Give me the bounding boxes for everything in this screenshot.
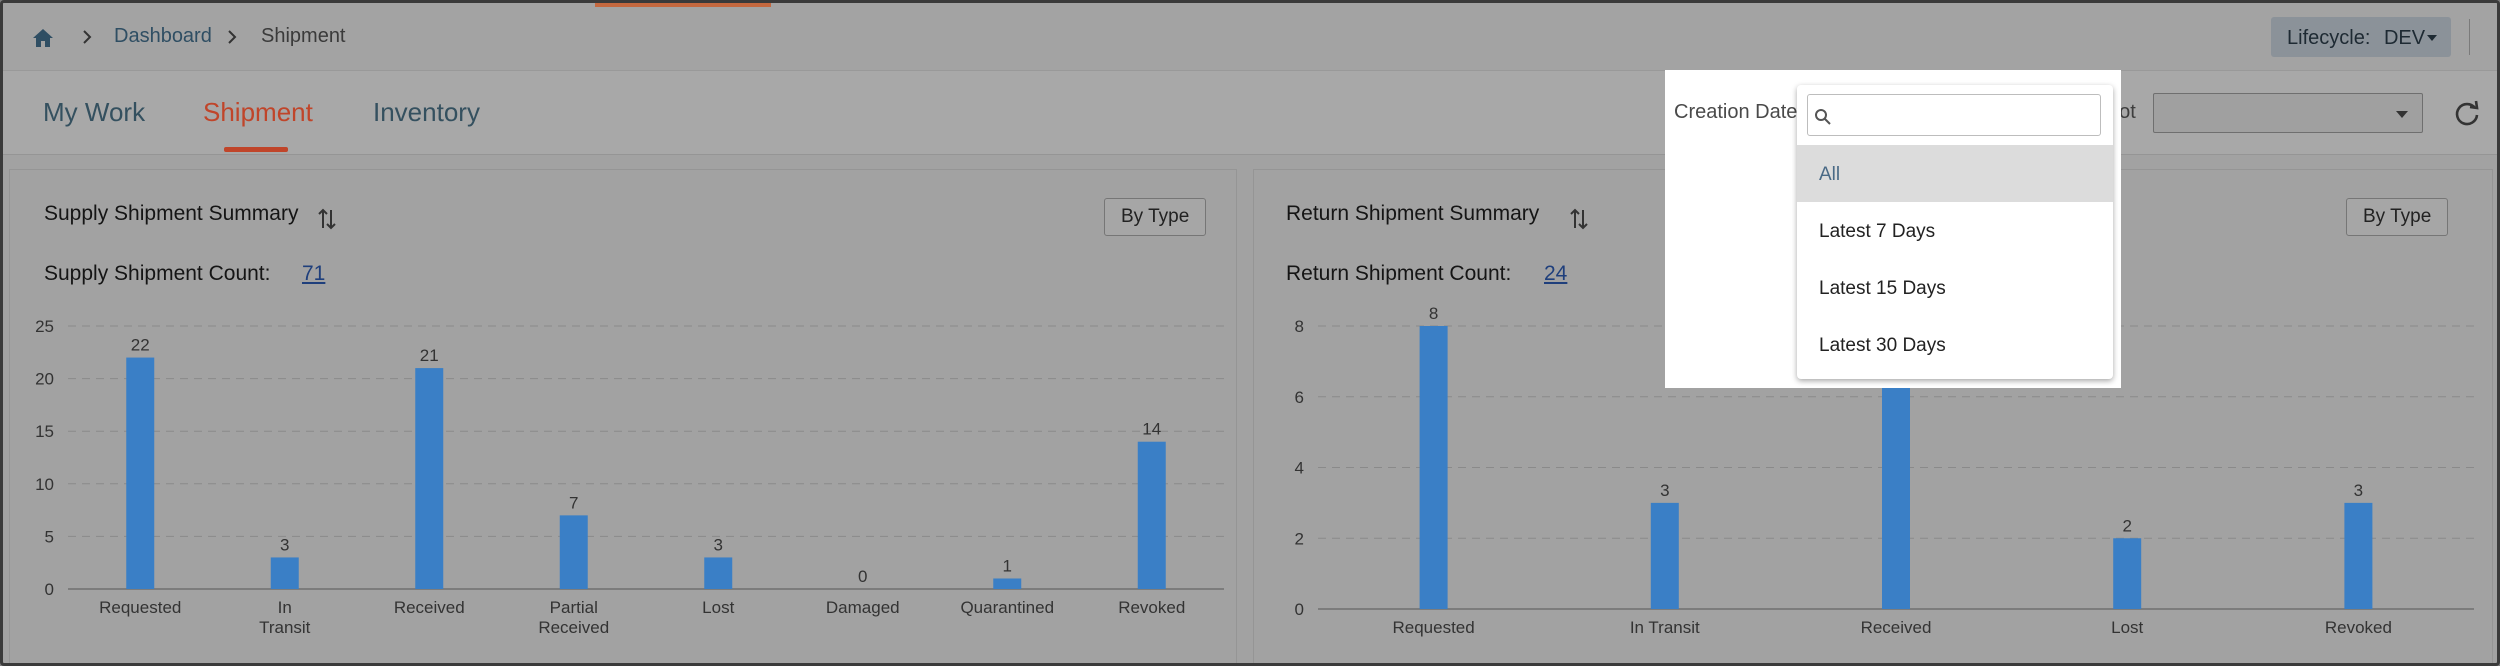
home-icon[interactable]: [31, 27, 55, 49]
chevron-right-icon: [228, 30, 237, 44]
x-tick-label: Damaged: [826, 598, 900, 617]
y-tick-label: 5: [45, 527, 54, 546]
caret-down-icon: [2427, 35, 2437, 41]
creation-date-dropdown: All Latest 7 Days Latest 15 Days Latest …: [1797, 85, 2113, 379]
dropdown-search-input[interactable]: [1836, 99, 2096, 131]
x-tick-label: Received: [394, 598, 465, 617]
y-tick-label: 4: [1295, 459, 1304, 478]
y-tick-label: 15: [35, 422, 54, 441]
lifecycle-selector[interactable]: Lifecycle: DEV: [2271, 17, 2451, 57]
breadcrumb-shipment: Shipment: [261, 25, 346, 47]
breadcrumb-dashboard[interactable]: Dashboard: [114, 25, 212, 47]
y-tick-label: 8: [1295, 317, 1304, 336]
x-tick-label: Received: [538, 618, 609, 637]
lifecycle-label: Lifecycle:: [2287, 27, 2371, 49]
lifecycle-value: DEV: [2383, 27, 2426, 49]
refresh-icon[interactable]: [2453, 99, 2481, 127]
bar[interactable]: [1419, 326, 1448, 609]
bar[interactable]: [2113, 538, 2142, 609]
bar-value-label: 22: [131, 336, 150, 355]
supply-by-type-button[interactable]: By Type: [1104, 198, 1207, 236]
bar[interactable]: [415, 368, 444, 589]
tab-my-work[interactable]: My Work: [43, 97, 146, 127]
bar-value-label: 8: [1429, 304, 1438, 323]
bar[interactable]: [1650, 502, 1679, 609]
supply-shipment-panel: Supply Shipment Summary By Type Supply S…: [9, 169, 1237, 663]
active-tab-indicator: [224, 147, 288, 152]
chevron-right-icon: [83, 30, 92, 44]
bar[interactable]: [126, 357, 155, 589]
return-count-label: Return Shipment Count:: [1286, 262, 1512, 285]
dropdown-option-latest-7-days[interactable]: Latest 7 Days: [1819, 221, 1936, 242]
bar[interactable]: [704, 557, 733, 589]
dropdown-search-box: [1807, 94, 2101, 136]
x-tick-label: Received: [1861, 618, 1932, 637]
tabs-bar: My Work Shipment Inventory pot: [3, 71, 2497, 155]
bar-value-label: 3: [280, 535, 289, 554]
return-panel-title: Return Shipment Summary: [1286, 202, 1540, 225]
y-tick-label: 2: [1295, 529, 1304, 548]
bar[interactable]: [1882, 361, 1910, 609]
return-count-link[interactable]: 24: [1544, 262, 1568, 285]
x-tick-label: Requested: [1392, 618, 1474, 637]
sort-icon[interactable]: [1568, 206, 1590, 232]
creation-date-label: Creation Date: [1674, 101, 1798, 123]
bar-value-label: 21: [420, 346, 439, 365]
return-by-type-button[interactable]: By Type: [2346, 198, 2449, 236]
supply-count-label: Supply Shipment Count:: [44, 262, 271, 285]
y-tick-label: 20: [35, 370, 54, 389]
x-tick-label: Lost: [2111, 618, 2143, 637]
bar[interactable]: [2344, 502, 2373, 609]
search-icon: [1815, 109, 1831, 125]
sort-icon[interactable]: [316, 206, 338, 232]
x-tick-label: In: [278, 598, 292, 617]
depot-select[interactable]: [2153, 93, 2423, 133]
supply-panel-title: Supply Shipment Summary: [44, 202, 299, 225]
y-tick-label: 0: [1295, 600, 1304, 619]
y-tick-label: 10: [35, 475, 54, 494]
bar[interactable]: [1137, 441, 1166, 589]
x-tick-label: Lost: [702, 598, 734, 617]
caret-down-icon: [2396, 111, 2408, 118]
supply-count-link[interactable]: 71: [302, 262, 326, 285]
bar-value-label: 7: [569, 493, 578, 512]
tab-shipment[interactable]: Shipment: [203, 97, 313, 127]
bar-value-label: 1: [1003, 556, 1012, 575]
y-tick-label: 6: [1295, 388, 1304, 407]
bar[interactable]: [993, 578, 1022, 589]
dropdown-option-latest-30-days[interactable]: Latest 30 Days: [1819, 335, 1946, 356]
dropdown-option-latest-15-days[interactable]: Latest 15 Days: [1819, 278, 1946, 299]
y-tick-label: 0: [45, 580, 54, 599]
bar[interactable]: [559, 515, 588, 589]
x-tick-label: Revoked: [2325, 618, 2392, 637]
supply-shipment-chart: 051015202522Requested3InTransit21Receive…: [35, 317, 1224, 637]
bar-value-label: 0: [858, 567, 867, 586]
header-divider: [2469, 19, 2470, 55]
bar[interactable]: [270, 557, 299, 589]
bar-value-label: 3: [1660, 481, 1669, 500]
x-tick-label: Partial: [550, 598, 598, 617]
header-accent: [595, 3, 771, 7]
dropdown-option-all[interactable]: All: [1797, 145, 2113, 202]
top-header: Dashboard Shipment Lifecycle: DEV: [3, 3, 2497, 71]
bar-value-label: 3: [2354, 481, 2363, 500]
x-tick-label: In Transit: [1630, 618, 1700, 637]
bar-value-label: 2: [2122, 516, 2131, 535]
x-tick-label: Transit: [259, 618, 311, 637]
x-tick-label: Requested: [99, 598, 181, 617]
y-tick-label: 25: [35, 317, 54, 336]
bar-value-label: 3: [714, 535, 723, 554]
bar-value-label: 14: [1142, 420, 1161, 439]
x-tick-label: Revoked: [1118, 598, 1185, 617]
tab-inventory[interactable]: Inventory: [373, 97, 480, 127]
x-tick-label: Quarantined: [960, 598, 1054, 617]
